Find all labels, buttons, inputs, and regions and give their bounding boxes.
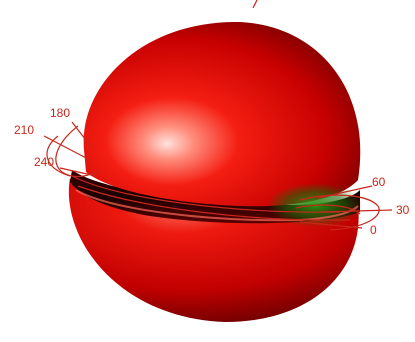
- lower-rim: [75, 189, 359, 222]
- equator-ring: [71, 175, 341, 213]
- equator-ring-2: [77, 185, 351, 221]
- left-radial-2: [43, 135, 91, 161]
- upper-lobe: [83, 21, 361, 207]
- tick-label-30: 30: [396, 203, 410, 217]
- tick-label-0: 0: [370, 223, 377, 237]
- left-ring-outer: [46, 135, 71, 177]
- tick-label-240: 240: [34, 155, 54, 169]
- right-radial-3: [299, 221, 363, 229]
- left-radial-3: [59, 167, 97, 177]
- tick-label-180: 180: [50, 106, 70, 120]
- tick-label-60: 60: [372, 175, 386, 189]
- tick-label-210: 210: [14, 123, 34, 137]
- vertical-axis: [252, 0, 258, 9]
- right-radial-1: [317, 185, 373, 199]
- axis-lines: [43, 0, 393, 231]
- right-radial-2: [319, 209, 393, 213]
- right-ring-inner: [295, 204, 361, 215]
- left-radial-1: [71, 121, 93, 149]
